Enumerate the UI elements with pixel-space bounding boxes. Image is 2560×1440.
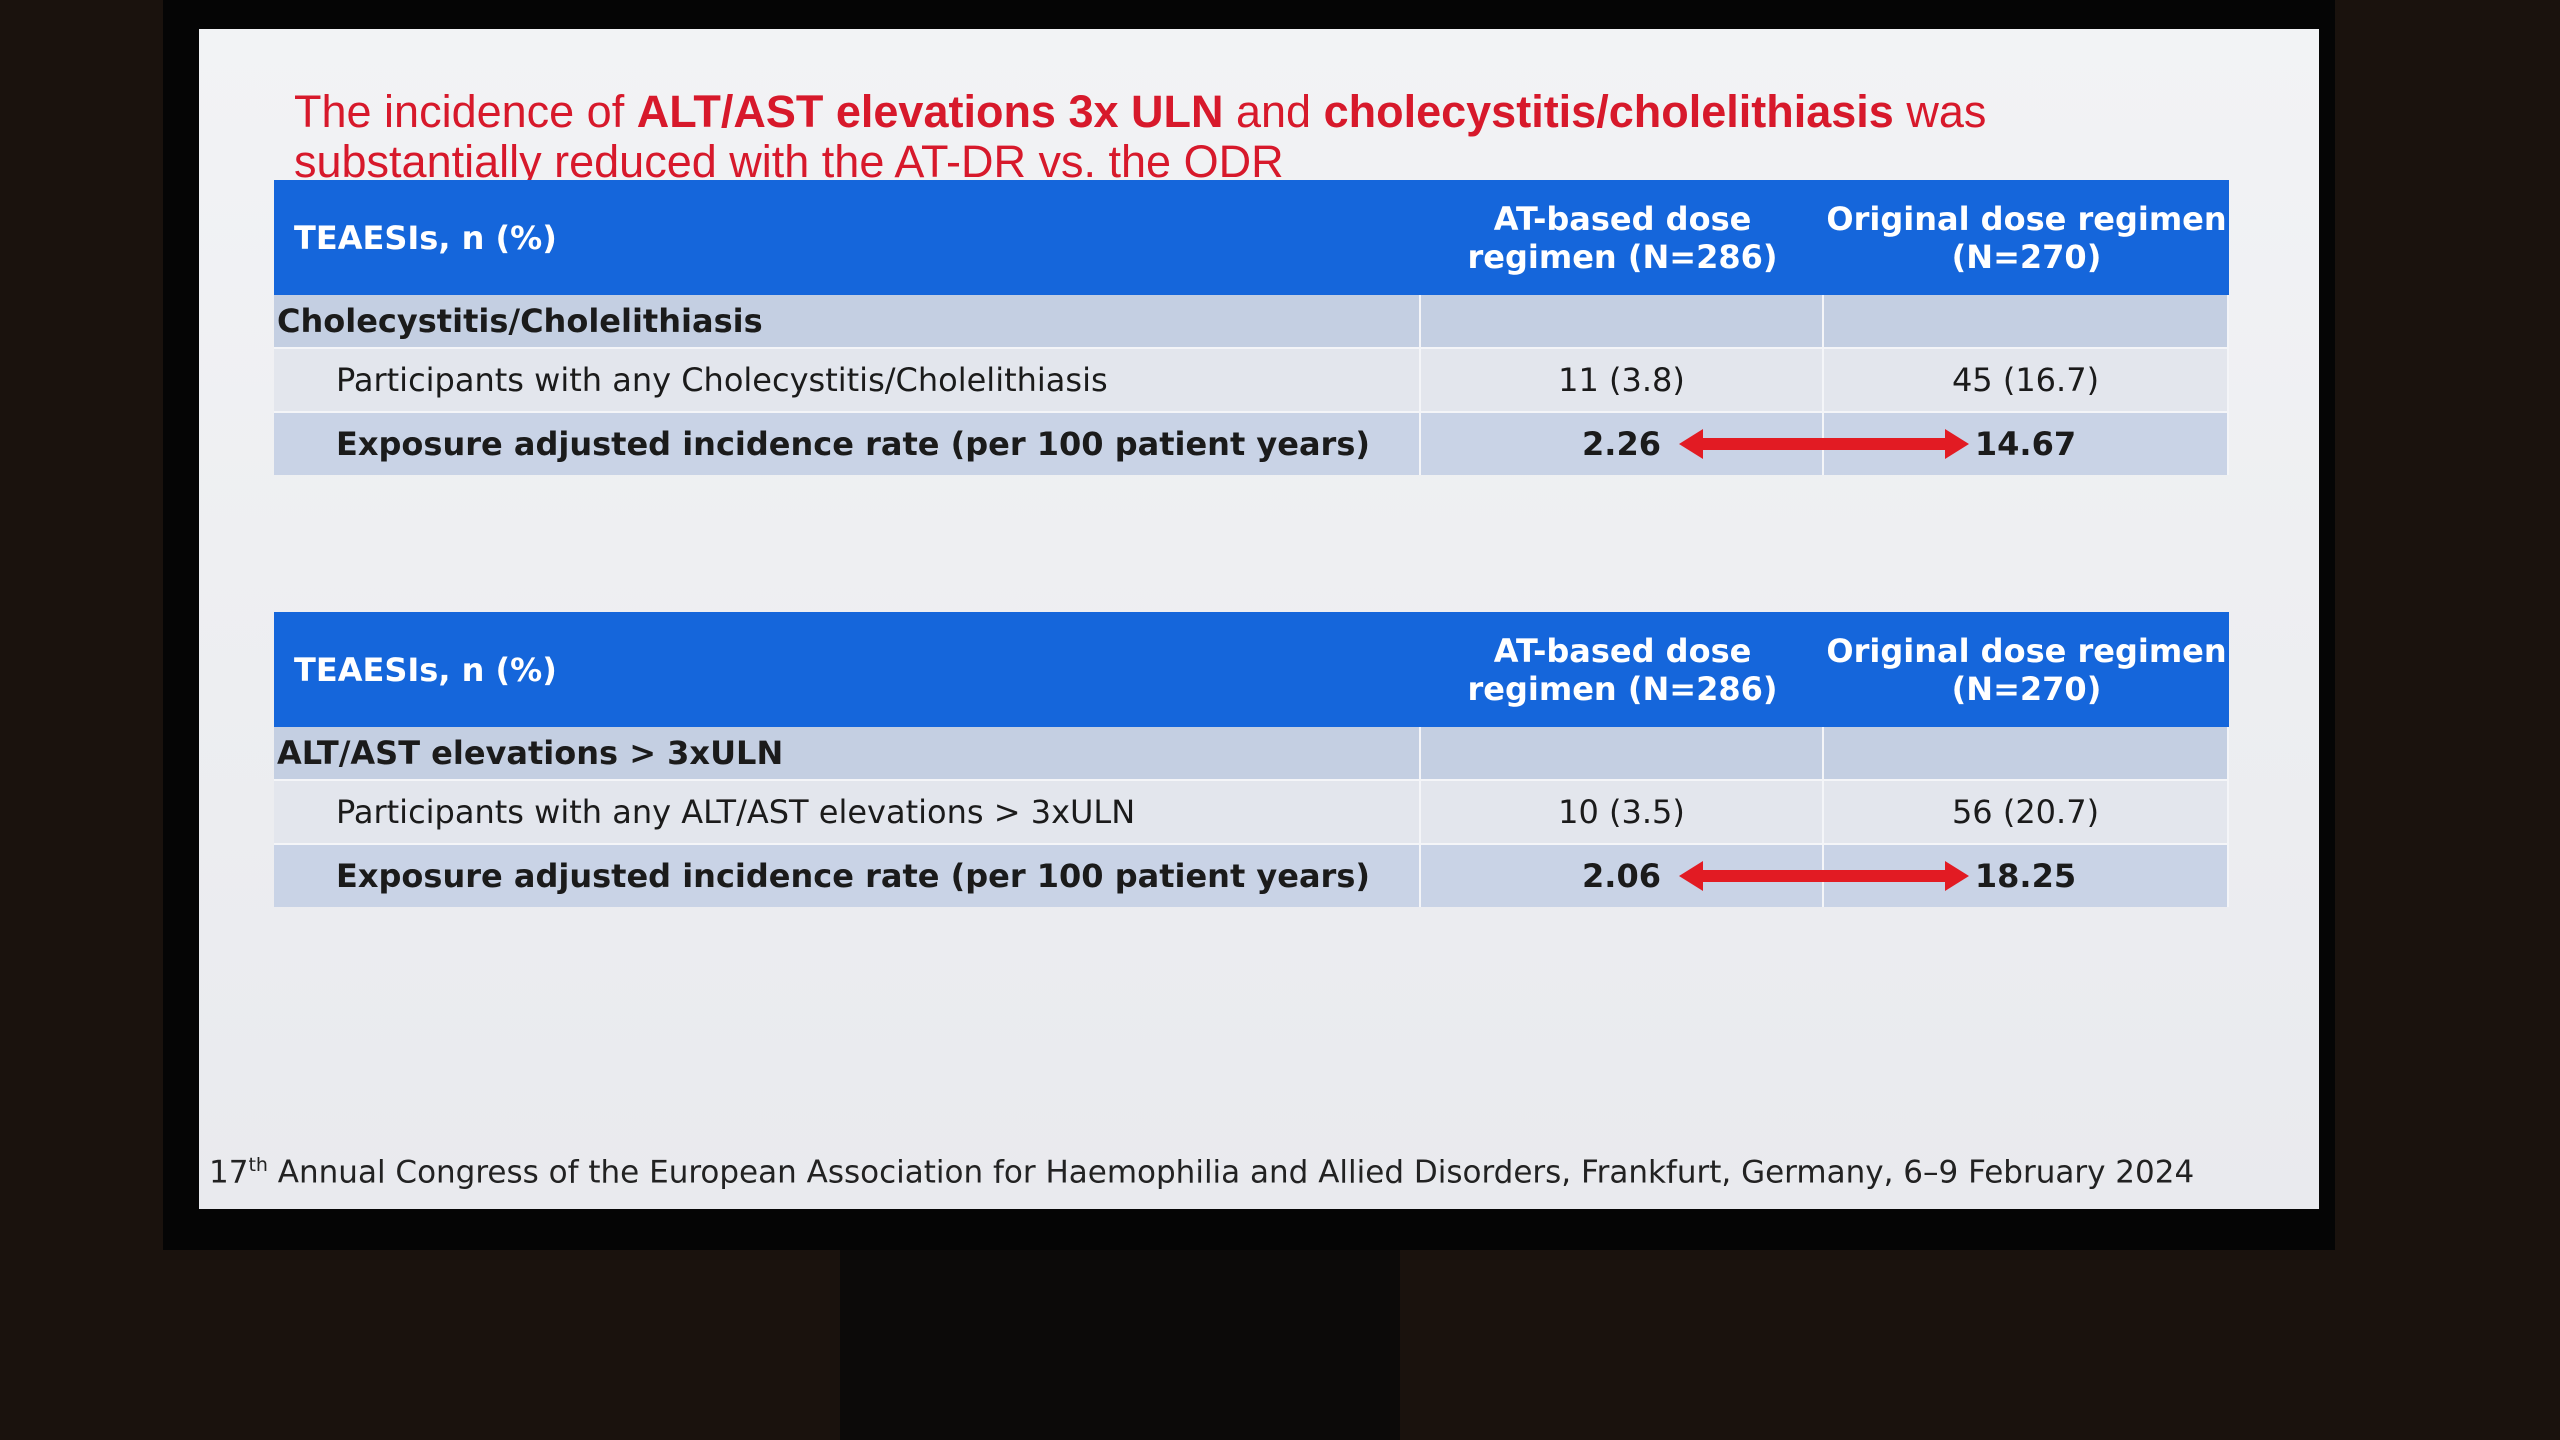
data-cell: 14.67	[1824, 411, 2229, 475]
cell	[1824, 295, 2229, 347]
data-cell: Participants with any ALT/AST elevations…	[274, 779, 1421, 843]
arrow-shape	[1679, 429, 1969, 459]
data-cell: 45 (16.7)	[1824, 347, 2229, 411]
footer-text: Annual Congress of the European Associat…	[267, 1154, 2195, 1191]
double-arrow	[1679, 429, 1969, 459]
data-row: Exposure adjusted incidence rate (per 10…	[274, 411, 2229, 475]
data-cell: Exposure adjusted incidence rate (per 10…	[274, 411, 1421, 475]
title-segment: ALT/AST elevations 3x ULN	[636, 86, 1224, 137]
slide-title: The incidence of ALT/AST elevations 3x U…	[294, 87, 1986, 187]
data-cell: Exposure adjusted incidence rate (per 10…	[274, 843, 1421, 907]
section-row: Cholecystitis/Cholelithiasis	[274, 295, 2229, 347]
monitor-stand	[840, 1250, 1400, 1440]
data-row: Participants with any ALT/AST elevations…	[274, 779, 2229, 843]
cell	[1421, 295, 1824, 347]
data-cell: 10 (3.5)	[1421, 779, 1824, 843]
header-cell: TEAESIs, n (%)	[274, 612, 1421, 727]
cell	[1824, 727, 2229, 779]
footer: 17th Annual Congress of the European Ass…	[209, 1154, 2194, 1190]
section-row: ALT/AST elevations > 3xULN	[274, 727, 2229, 779]
cell	[1421, 727, 1824, 779]
data-row: Participants with any Cholecystitis/Chol…	[274, 347, 2229, 411]
table: TEAESIs, n (%) AT-based dose regimen (N=2…	[274, 180, 2229, 475]
title-line: The incidence of ALT/AST elevations 3x U…	[294, 87, 1986, 137]
title-segment: substantially reduced with the AT-DR vs.…	[294, 136, 1284, 187]
header-cell: AT-based dose regimen (N=286)	[1421, 180, 1824, 295]
header-cell: Original dose regimen (N=270)	[1824, 612, 2229, 727]
header-cell: TEAESIs, n (%)	[274, 180, 1421, 295]
data-row: Exposure adjusted incidence rate (per 10…	[274, 843, 2229, 907]
data-cell: Participants with any Cholecystitis/Chol…	[274, 347, 1421, 411]
table: TEAESIs, n (%) AT-based dose regimen (N=2…	[274, 612, 2229, 907]
data-cell: 11 (3.8)	[1421, 347, 1824, 411]
title-line: substantially reduced with the AT-DR vs.…	[294, 137, 1986, 187]
header-row: TEAESIs, n (%) AT-based dose regimen (N=2…	[274, 612, 2229, 727]
header-row: TEAESIs, n (%) AT-based dose regimen (N=2…	[274, 180, 2229, 295]
title-segment: was	[1893, 86, 1987, 137]
slide: The incidence of ALT/AST elevations 3x U…	[199, 29, 2319, 1209]
footer-number: 17	[209, 1154, 249, 1191]
section-label: ALT/AST elevations > 3xULN	[274, 727, 1421, 779]
double-arrow	[1679, 861, 1969, 891]
header-cell: AT-based dose regimen (N=286)	[1421, 612, 1824, 727]
section-label: Cholecystitis/Cholelithiasis	[274, 295, 1421, 347]
title-segment: and	[1223, 86, 1324, 137]
footer-sup: th	[248, 1154, 268, 1176]
data-cell: 56 (20.7)	[1824, 779, 2229, 843]
title-segment: The incidence of	[294, 86, 637, 137]
title-segment: cholecystitis/cholelithiasis	[1323, 86, 1894, 137]
header-cell: Original dose regimen (N=270)	[1824, 180, 2229, 295]
arrow-shape	[1679, 861, 1969, 891]
